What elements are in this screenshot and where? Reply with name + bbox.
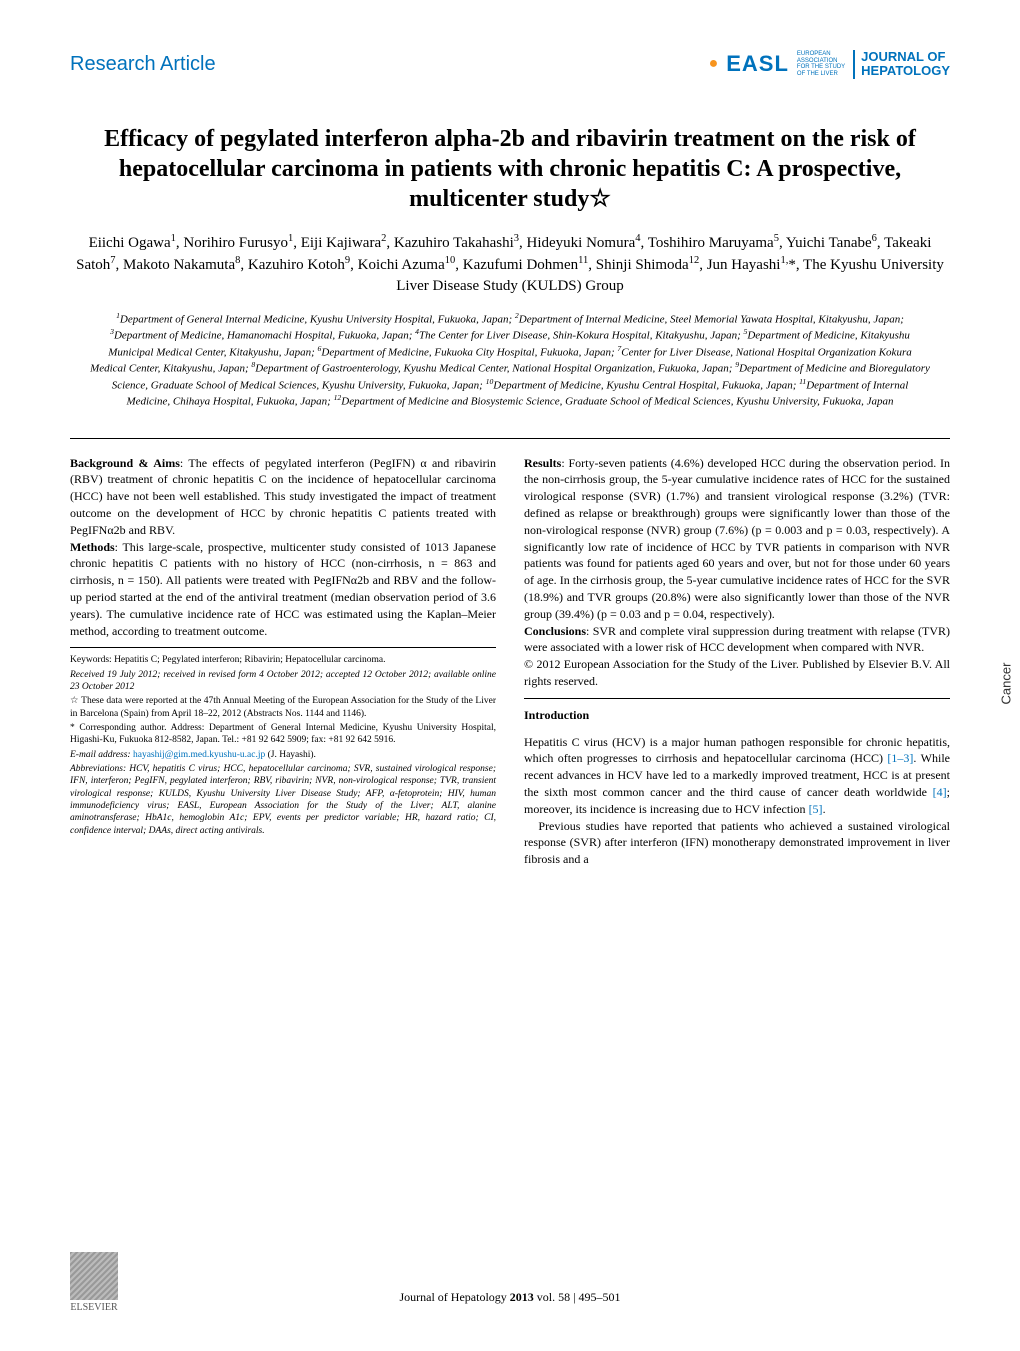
copyright: © 2012 European Association for the Stud… [524,656,950,690]
journal-name: JOURNAL OF HEPATOLOGY [853,50,950,79]
introduction-text: Hepatitis C virus (HCV) is a major human… [524,734,950,868]
results-text: : Forty-seven patients (4.6%) developed … [524,456,950,621]
page-header: Research Article ● EASL EUROPEAN ASSOCIA… [70,50,950,79]
email-label: E-mail address: [70,750,133,760]
abbreviations: Abbreviations: HCV, hepatitis C virus; H… [70,763,496,837]
elsevier-text: ELSEVIER [70,1302,118,1313]
ref-link-1-3[interactable]: [1–3] [887,751,913,765]
elsevier-tree-icon [70,1252,118,1300]
side-tab-cancer: Cancer [999,662,1014,704]
email-link[interactable]: hayashij@gim.med.kyushu-u.ac.jp [133,750,265,760]
section-label: Research Article [70,53,216,76]
easl-logo-text: EASL [726,51,789,77]
page-footer: ELSEVIER Journal of Hepatology 2013 vol.… [0,1252,1020,1313]
abstract-left-column: Background & Aims: The effects of pegyla… [70,455,496,868]
corresponding-author: * Corresponding author. Address: Departm… [70,722,496,747]
divider [70,438,950,439]
email-suffix: (J. Hayashi). [265,750,316,760]
email-line: E-mail address: hayashij@gim.med.kyushu-… [70,749,496,761]
easl-icon: ● [709,55,719,73]
methods-label: Methods [70,540,115,554]
authors: Eiichi Ogawa1, Norihiro Furusyo1, Eiji K… [70,232,950,297]
footnotes: Keywords: Hepatitis C; Pegylated interfe… [70,647,496,837]
elsevier-logo: ELSEVIER [70,1252,118,1313]
conference-note: ☆ These data were reported at the 47th A… [70,695,496,720]
easl-subtitle: EUROPEAN ASSOCIATION FOR THE STUDY OF TH… [797,51,845,77]
footer-citation: Journal of Hepatology 2013 vol. 58 | 495… [399,1290,620,1305]
conclusions-label: Conclusions [524,624,586,638]
conclusions-text: : SVR and complete viral suppression dur… [524,624,950,655]
abstract-section: Background & Aims: The effects of pegyla… [70,455,950,868]
journal-logo: ● EASL EUROPEAN ASSOCIATION FOR THE STUD… [709,50,950,79]
abstract-right-column: Results: Forty-seven patients (4.6%) dev… [524,455,950,868]
affiliations: 1Department of General Internal Medicine… [70,311,950,410]
article-title: Efficacy of pegylated interferon alpha-2… [70,124,950,214]
introduction-heading: Introduction [524,698,950,724]
ref-link-5[interactable]: [5] [809,802,823,816]
intro-p1-end: . [823,802,826,816]
keywords: Keywords: Hepatitis C; Pegylated interfe… [70,654,496,666]
ref-link-4[interactable]: [4] [933,785,947,799]
intro-p2: Previous studies have reported that pati… [524,818,950,868]
methods-text: : This large-scale, prospective, multice… [70,540,496,638]
background-label: Background & Aims [70,456,180,470]
results-label: Results [524,456,561,470]
received-dates: Received 19 July 2012; received in revis… [70,669,496,694]
